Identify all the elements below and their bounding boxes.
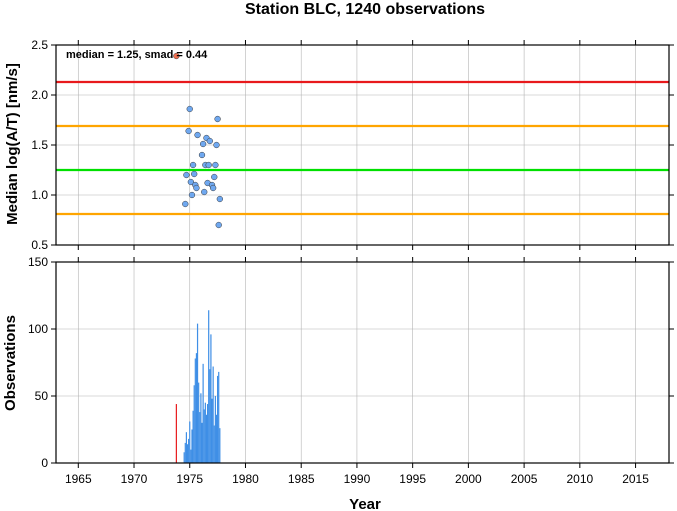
x-axis-label: Year (349, 496, 381, 511)
data-point (188, 191, 196, 199)
data-point (182, 200, 189, 208)
x-tick-label: 1970 (121, 472, 148, 486)
data-point (216, 195, 223, 203)
data-point (183, 171, 190, 179)
data-point (193, 184, 200, 192)
y-tick-label: 2.5 (31, 38, 48, 52)
median-panel: 0.5 1.0 1.5 2.0 2.5 median = 1.25, smad = 0.… (4, 38, 674, 252)
observations-y-axis-label: Observations (2, 315, 19, 411)
y-tick-label: 50 (35, 389, 49, 403)
median-points (173, 52, 223, 229)
data-point (189, 161, 197, 169)
median-y-ticks: 0.5 1.0 1.5 2.0 2.5 (31, 38, 674, 252)
y-tick-label: 0 (41, 456, 48, 470)
data-point (205, 161, 212, 169)
x-tick-label: 2010 (566, 472, 593, 486)
data-point (215, 221, 222, 229)
x-tick-label: 2000 (455, 472, 482, 486)
x-tick-label: 1975 (176, 472, 203, 486)
x-tick-label: 1990 (344, 472, 371, 486)
data-point (213, 141, 220, 149)
chart-title: Station BLC, 1240 observations (245, 1, 485, 18)
data-point (194, 131, 201, 139)
y-tick-label: 100 (28, 322, 48, 336)
y-tick-label: 150 (28, 255, 48, 269)
x-tick-label: 2005 (511, 472, 538, 486)
data-point (210, 184, 217, 192)
x-tick-label: 1980 (232, 472, 259, 486)
y-tick-label: 1.5 (31, 138, 48, 152)
data-point (201, 188, 208, 196)
observations-x-ticks: 1965 1970 1975 1980 1985 1990 1995 2000 2005 2010… (65, 257, 649, 486)
y-tick-label: 2.0 (31, 88, 48, 102)
x-tick-label: 1965 (65, 472, 92, 486)
data-point (212, 161, 219, 169)
observations-grid (56, 261, 669, 464)
x-tick-label: 1985 (288, 472, 315, 486)
x-tick-label: 1995 (399, 472, 426, 486)
data-point (186, 105, 193, 113)
data-point (191, 170, 198, 178)
observations-y-ticks: 0 50 100 150 (28, 255, 674, 470)
data-point (214, 115, 221, 123)
observation-bars (175, 310, 221, 463)
y-tick-label: 1.0 (31, 188, 48, 202)
median-y-axis-label: Median log(A/T) [nm/s] (4, 63, 21, 225)
data-point (199, 140, 207, 148)
reference-lines (56, 80, 669, 216)
data-point (211, 173, 218, 181)
data-point (187, 178, 195, 186)
data-point (206, 137, 213, 145)
data-point (198, 151, 206, 159)
median-x-ticks (77, 40, 637, 250)
data-point (173, 52, 180, 60)
observations-panel-frame (55, 261, 670, 464)
observations-panel: 0 50 100 150 1965 1970 1975 1980 1985 1990 1995 20… (2, 255, 674, 511)
data-point (185, 127, 192, 135)
median-annotation: median = 1.25, smad = 0.44 (66, 49, 208, 61)
x-tick-label: 2015 (622, 472, 649, 486)
y-tick-label: 0.5 (31, 238, 48, 252)
